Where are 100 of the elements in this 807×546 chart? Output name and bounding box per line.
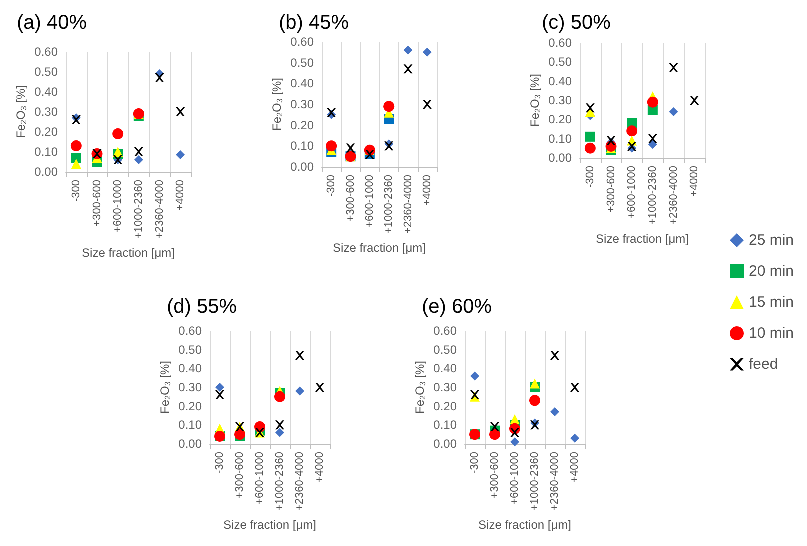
x-tick-label: -300 xyxy=(584,166,596,188)
x-tick-label: +4000 xyxy=(688,166,701,197)
y-tick-label: 0.60 xyxy=(34,45,58,59)
y-tick-label: 0.60 xyxy=(548,36,572,50)
point xyxy=(550,350,560,360)
x-tick-label: +600-1000 xyxy=(254,452,266,505)
y-tick-label: 0.10 xyxy=(290,139,314,154)
y-tick-label: 0.10 xyxy=(434,418,458,432)
x-tick-label: +600-1000 xyxy=(364,175,376,228)
chart-title: (b) 45% xyxy=(279,12,350,34)
x-tick-label: +1000-2360 xyxy=(132,180,145,240)
point xyxy=(296,350,304,360)
x-tick-label: +1000-2360 xyxy=(383,175,396,234)
point xyxy=(470,372,480,381)
chart-title: (e) 60% xyxy=(422,296,492,318)
x-tick-label: -300 xyxy=(70,180,82,202)
y-tick-label: 0.40 xyxy=(178,362,202,376)
y-tick-label: 0.10 xyxy=(548,132,572,146)
legend-label: feed xyxy=(749,356,778,373)
y-tick-label: 0.50 xyxy=(178,342,202,357)
x-tick-label: +600-1000 xyxy=(626,166,638,219)
point xyxy=(690,96,700,105)
point xyxy=(176,150,186,160)
x-tick-label: -300 xyxy=(326,175,338,198)
y-tick-label: 0.10 xyxy=(178,418,202,432)
point xyxy=(648,140,658,150)
point xyxy=(584,142,596,154)
y-tick-label: 0.20 xyxy=(34,125,58,139)
y-tick-label: 0.20 xyxy=(290,118,314,132)
legend-label: 20 min xyxy=(749,263,794,280)
x-tick-label: +2360-4000 xyxy=(668,166,680,226)
point xyxy=(134,148,144,156)
point xyxy=(669,108,678,116)
x-tick-label: +1000-2360 xyxy=(529,452,541,512)
y-tick-label: 0.20 xyxy=(434,399,458,414)
point xyxy=(490,429,500,440)
x-tick-label: +4000 xyxy=(421,175,434,206)
x-tick-label: -300 xyxy=(469,452,481,474)
y-tick-label: 0.60 xyxy=(290,35,314,49)
point xyxy=(585,132,596,142)
point xyxy=(586,104,595,113)
point xyxy=(384,101,395,112)
point xyxy=(326,140,338,152)
y-tick-label: 0.50 xyxy=(434,342,458,357)
x-tick-label: +2360-4000 xyxy=(154,180,166,240)
y-tick-label: 0.30 xyxy=(34,105,58,119)
chart-title: (c) 50% xyxy=(542,12,612,34)
y-tick-label: 0.40 xyxy=(548,74,572,88)
x-tick-label: +2360-4000 xyxy=(549,452,561,512)
y-tick-label: 0.40 xyxy=(434,362,458,376)
y-tick-label: 0.40 xyxy=(290,76,314,91)
y-tick-label: 0.20 xyxy=(548,112,572,127)
y-axis-title: Fe2O3 [%] xyxy=(158,361,172,414)
y-tick-label: 0.20 xyxy=(178,399,202,414)
x-tick-label: -300 xyxy=(214,452,226,474)
legend-label: 10 min xyxy=(749,325,794,342)
y-tick-label: 0.30 xyxy=(290,98,314,112)
point xyxy=(510,428,520,438)
y-tick-label: 0.60 xyxy=(434,324,458,338)
x-axis-title: Size fraction [μm] xyxy=(478,518,572,532)
y-tick-label: 0.10 xyxy=(34,145,58,159)
point xyxy=(274,391,286,402)
point xyxy=(316,383,324,392)
x-tick-label: +2360-4000 xyxy=(294,452,306,512)
point xyxy=(422,100,432,109)
legend-label: 15 min xyxy=(749,294,794,311)
x-axis-title: Size fraction [μm] xyxy=(82,246,175,260)
y-tick-label: 0.00 xyxy=(434,437,458,451)
x-tick-label: +4000 xyxy=(314,452,326,483)
y-tick-label: 0.50 xyxy=(290,56,314,70)
point xyxy=(346,144,356,153)
point xyxy=(626,126,638,137)
chart-title: (a) 40% xyxy=(17,12,88,34)
point xyxy=(570,383,580,392)
point xyxy=(570,434,580,443)
point xyxy=(216,390,224,400)
y-tick-label: 0.30 xyxy=(434,380,458,394)
point xyxy=(70,140,82,152)
point xyxy=(422,48,432,57)
point xyxy=(510,414,520,425)
point xyxy=(276,420,284,430)
point xyxy=(647,96,658,108)
x-axis-title: Size fraction [μm] xyxy=(596,232,689,246)
point xyxy=(216,383,224,392)
chart-title: (d) 55% xyxy=(167,296,238,318)
x-tick-label: +1000-2360 xyxy=(274,452,286,512)
x-tick-label: +600-1000 xyxy=(112,180,124,233)
y-axis-title: Fe2O3 [%] xyxy=(413,361,428,414)
y-axis-title: Fe2O3 [%] xyxy=(270,78,284,131)
y-tick-label: 0.50 xyxy=(548,55,572,70)
y-tick-label: 0.50 xyxy=(34,65,58,79)
y-tick-label: 0.30 xyxy=(548,94,572,108)
y-tick-label: 0.40 xyxy=(34,85,58,99)
x-tick-label: +300-600 xyxy=(234,452,246,499)
x-tick-label: +300-600 xyxy=(91,180,104,227)
x-axis-title: Size fraction [μm] xyxy=(224,518,316,532)
point xyxy=(296,386,304,396)
y-tick-label: 0.00 xyxy=(548,151,572,165)
x-tick-label: +1000-2360 xyxy=(646,166,659,226)
point xyxy=(648,134,658,144)
